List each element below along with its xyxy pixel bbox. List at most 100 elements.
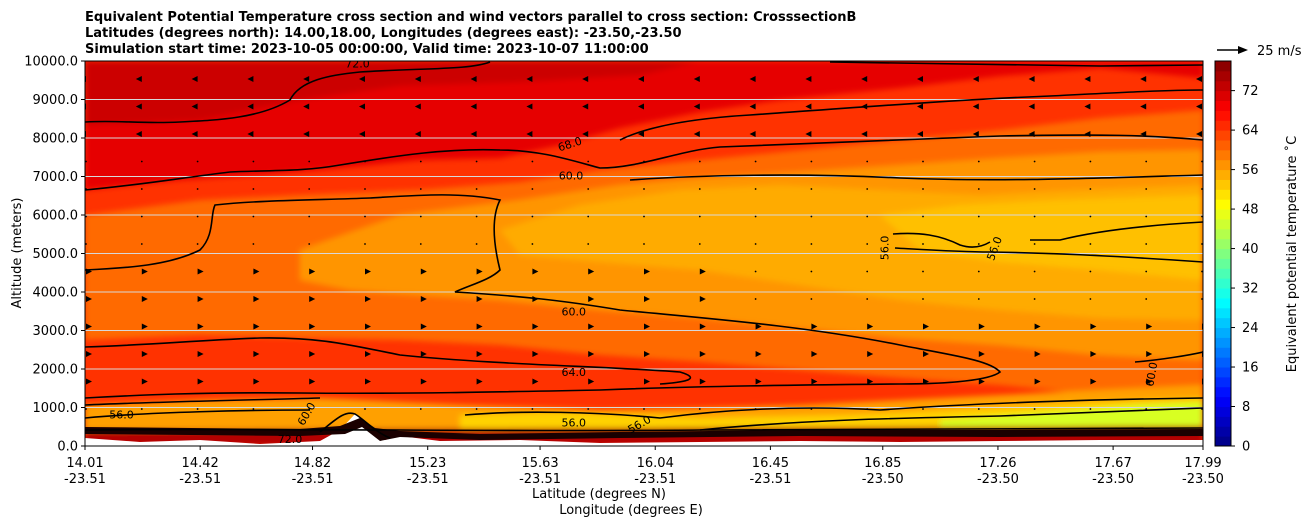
colorbar-tick-label: 64 [1242, 124, 1259, 139]
wind-vector [811, 378, 818, 385]
wind-vector [810, 270, 813, 273]
colorbar-bin [1215, 337, 1231, 348]
wind-vector [1033, 298, 1036, 300]
wind-vector [977, 160, 980, 163]
wind-vector [1146, 351, 1153, 357]
wind-vector [866, 160, 869, 163]
wind-vector [698, 160, 701, 163]
wind-vector [414, 103, 421, 110]
wind-vector [86, 323, 92, 330]
wind-vector [309, 323, 316, 330]
wind-vector [86, 378, 92, 385]
wind-vector [420, 268, 427, 275]
wind-vector [309, 268, 316, 275]
x-tick-label-lat: 17.99 [1184, 456, 1221, 471]
wind-vector [1033, 270, 1036, 273]
wind-vector [922, 215, 924, 218]
contour-label: 60.0 [562, 305, 587, 318]
contour-line-low-1 [85, 397, 321, 406]
wind-vector [253, 323, 260, 330]
wind-vector [811, 351, 818, 357]
colorbar-bin [1215, 258, 1231, 269]
wind-vector [866, 188, 869, 190]
wind-vector [420, 378, 427, 385]
wind-vector [1089, 243, 1092, 245]
wind-vector [141, 323, 148, 330]
terrain-black-band [85, 418, 1203, 441]
wind-vector [475, 408, 478, 410]
wind-vector [414, 131, 421, 137]
wind-vector [531, 408, 534, 410]
wind-vector [1033, 243, 1036, 245]
wind-vector [698, 408, 701, 410]
colorbar-bin [1215, 179, 1231, 190]
colorbar-bin [1215, 307, 1231, 319]
wind-vector [191, 76, 198, 82]
wind-vector [86, 296, 92, 302]
wind-vector [475, 188, 478, 190]
wind-vector [135, 103, 142, 110]
wind-vector [86, 351, 92, 357]
wind-vector [141, 351, 148, 357]
wind-vector [582, 76, 589, 82]
wind-vector [587, 160, 590, 163]
chart-title-line-3: Simulation start time: 2023-10-05 00:00:… [85, 42, 649, 57]
wind-vector [810, 215, 813, 218]
colorbar-bin [1215, 436, 1231, 447]
x-tick-label-lon: -23.51 [634, 472, 676, 487]
contour-fill-low-green [940, 402, 1203, 430]
contour-line-72-top [85, 61, 491, 124]
wind-vector [526, 76, 533, 82]
wind-vector [1146, 323, 1153, 330]
colorbar-bin [1215, 357, 1231, 368]
wind-vector [1034, 378, 1041, 385]
wind-vector [85, 188, 87, 190]
contour-line-68 [85, 134, 1203, 191]
wind-vector [1140, 131, 1147, 137]
wind-vector [922, 270, 924, 273]
wind-vector [365, 378, 371, 385]
wind-vector [1196, 131, 1202, 137]
wind-vector [531, 215, 534, 218]
wind-vector [252, 160, 255, 163]
x-tick-label-lon: -23.51 [292, 472, 334, 487]
wind-vector [977, 270, 980, 273]
y-tick-label: 1000.0 [33, 401, 79, 416]
wind-vector [1140, 76, 1147, 82]
wind-vector [364, 215, 366, 218]
wind-vector [309, 378, 316, 385]
wind-vector [699, 296, 706, 302]
wind-vector [197, 323, 204, 330]
wind-vector [922, 160, 924, 163]
wind-vector [1089, 270, 1092, 273]
wind-vectors [85, 76, 1203, 410]
colorbar-bin [1215, 416, 1231, 427]
x-tick-label-lat: 15.63 [521, 456, 558, 471]
contour-label: 56.0 [562, 417, 587, 430]
colorbar-bin [1215, 120, 1231, 131]
wind-vector [86, 268, 92, 275]
colorbar-bin [1215, 386, 1231, 398]
x-tick-label-lon: -23.50 [1182, 472, 1224, 487]
contour-label: 72.0 [278, 433, 303, 446]
x-tick-label-lat: 16.45 [752, 456, 789, 471]
wind-vector [532, 268, 539, 275]
wind-vector [475, 243, 478, 245]
wind-vector [1028, 103, 1035, 110]
wind-vector [972, 76, 979, 82]
wind-vector [754, 188, 757, 190]
x-tick-label-lon: -23.51 [749, 472, 791, 487]
wind-vector [526, 103, 533, 110]
colorbar-bin [1215, 288, 1231, 299]
contour-line-56-b [894, 247, 1203, 263]
wind-vector [252, 408, 255, 410]
wind-vector [141, 378, 148, 385]
wind-vector [643, 188, 645, 190]
x-tick-label-lat: 15.23 [409, 456, 446, 471]
wind-vector [861, 103, 868, 110]
wind-vector [247, 131, 254, 137]
x-tick-label-lon: -23.50 [977, 472, 1019, 487]
wind-vector [532, 323, 539, 330]
wind-vector [1084, 76, 1091, 82]
